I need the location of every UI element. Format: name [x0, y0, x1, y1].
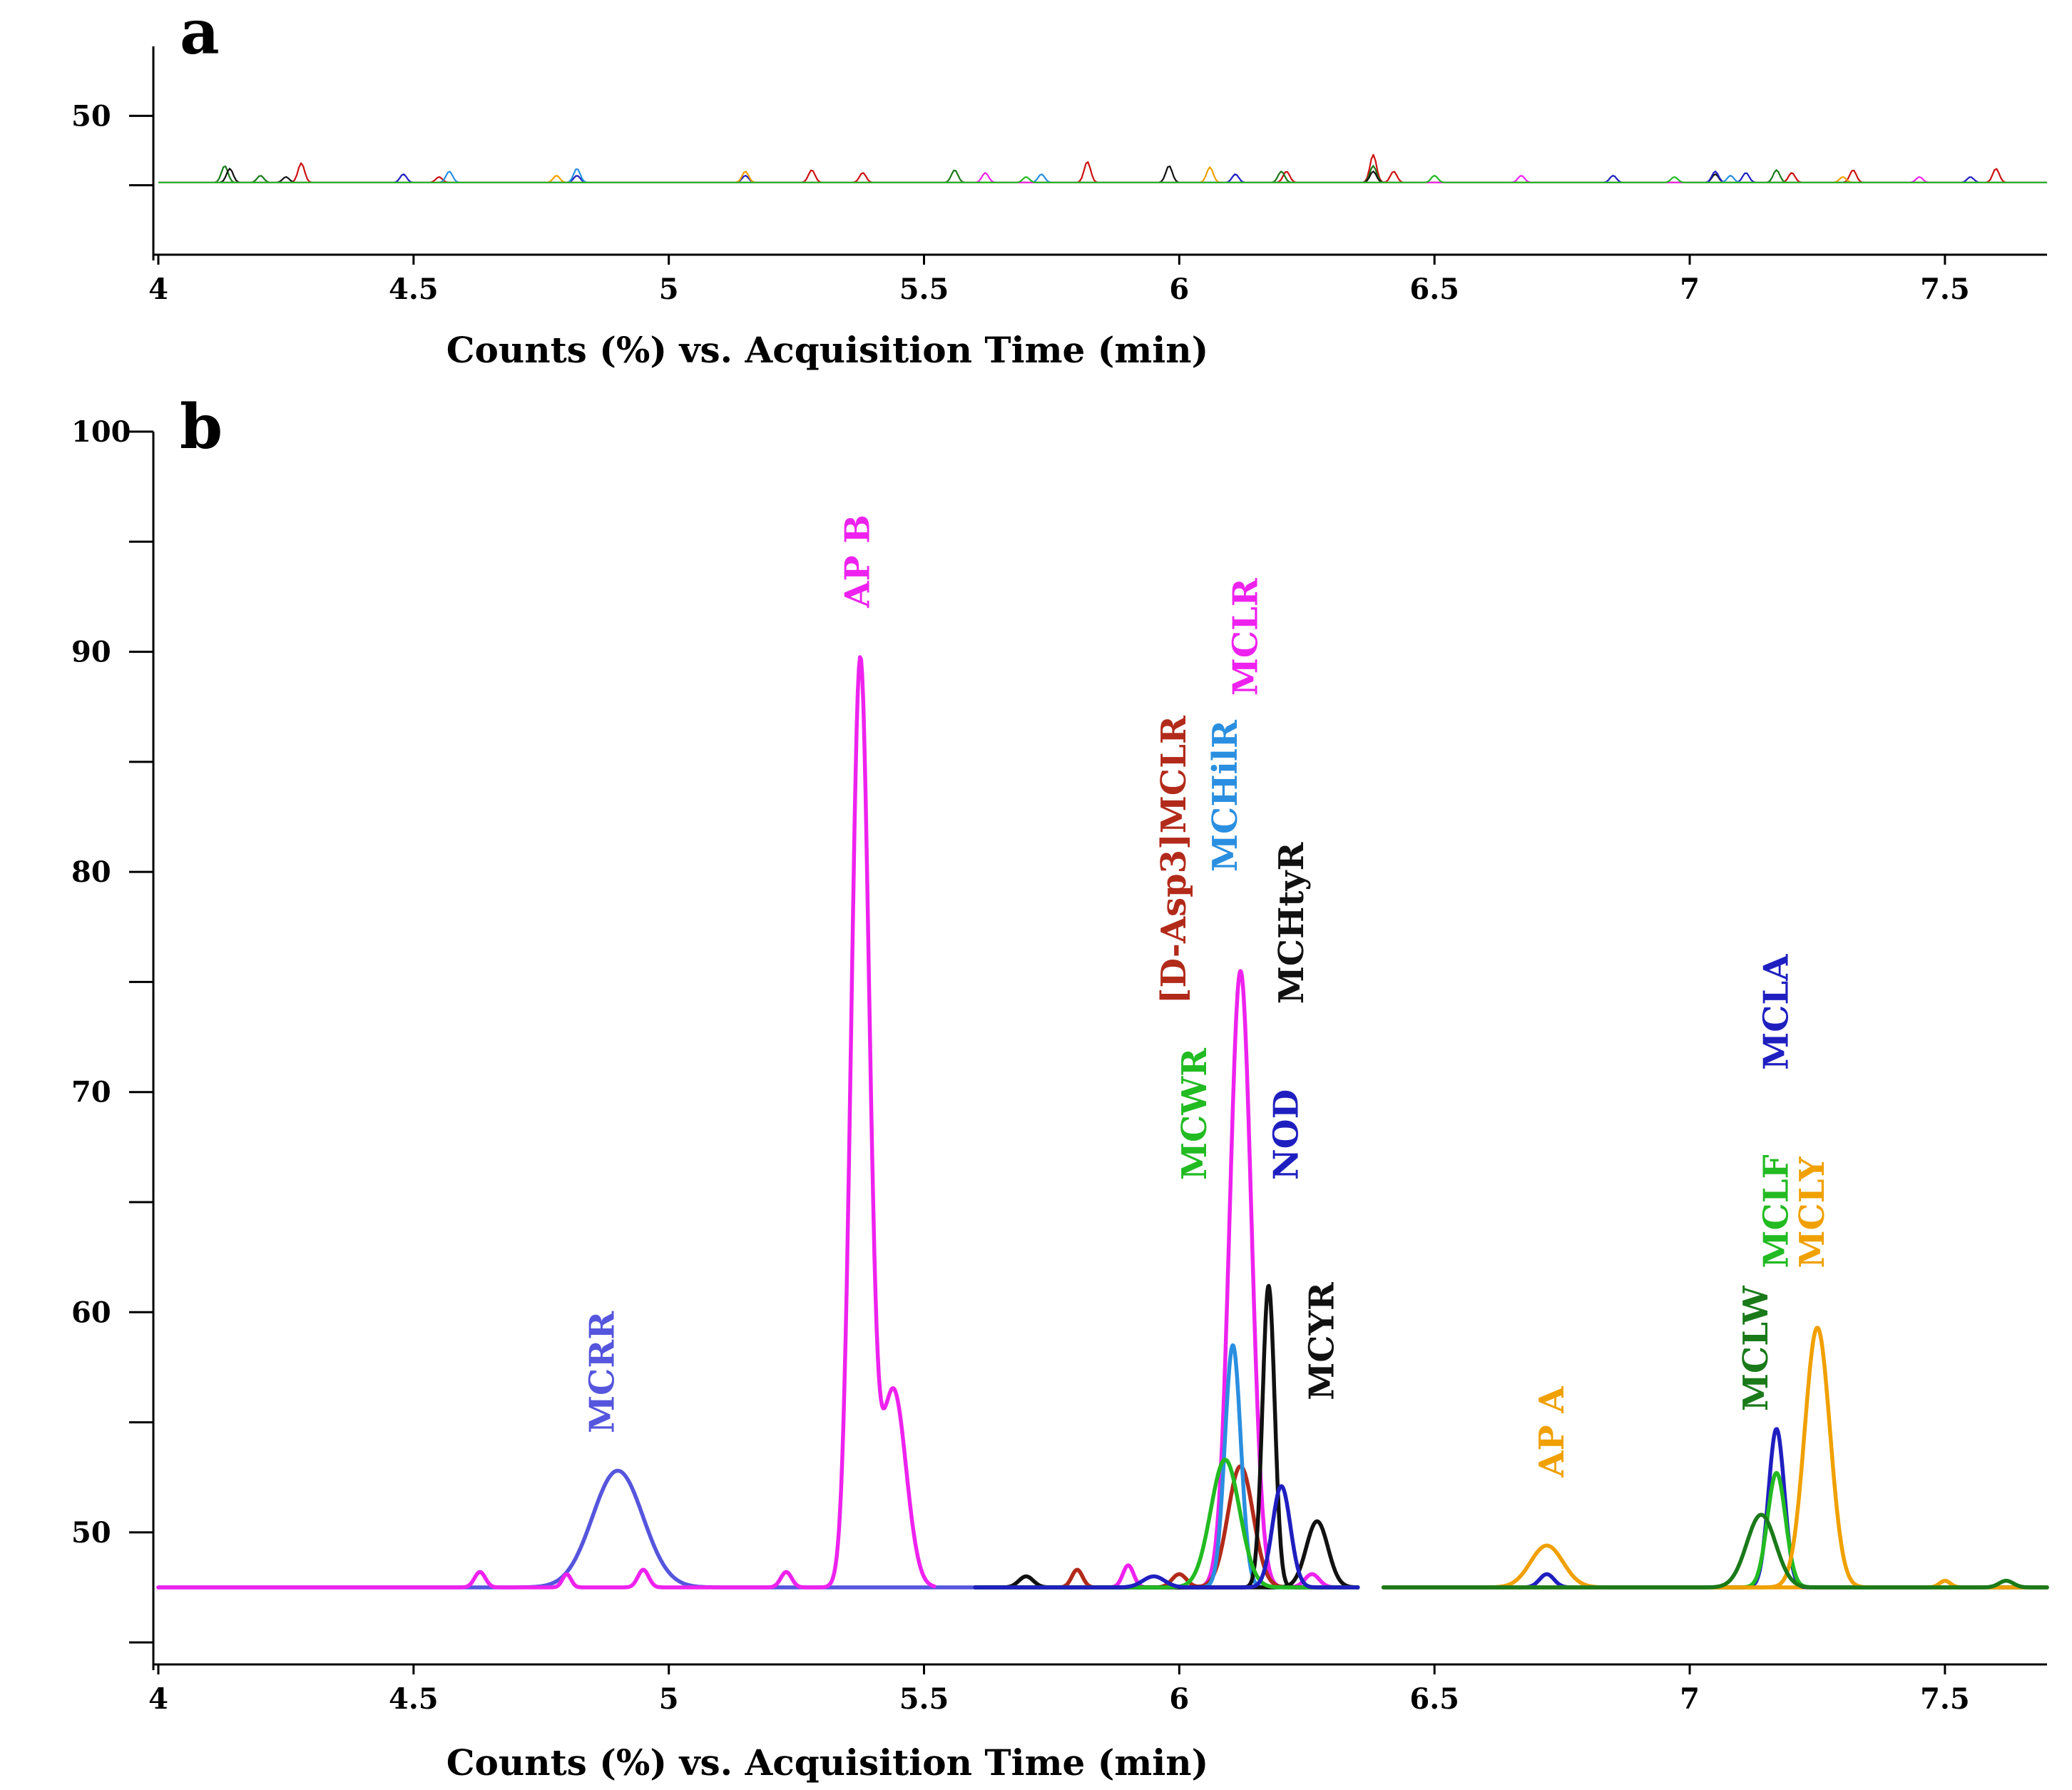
- panel-b-y-tick-label: 50: [71, 1516, 111, 1550]
- panel-a-trace-black: [158, 166, 2047, 183]
- panel-b-y-tick-label: 70: [71, 1076, 111, 1109]
- trace-nod: [973, 1484, 1360, 1590]
- trace-mcrr: [156, 1468, 988, 1590]
- panel-a-x-tick-label: 4: [148, 273, 168, 306]
- trace-mclf: [1381, 1470, 2049, 1590]
- panel-b-x-tick-label: 6: [1169, 1682, 1189, 1716]
- panel-a-x-tick-label: 5: [659, 273, 679, 306]
- peak-label-mchtyr: MCHtyR: [1272, 842, 1312, 1005]
- peak-label-mcrr: MCRR: [583, 1311, 623, 1433]
- panel-b-y-tick-label: 90: [71, 636, 111, 669]
- peak-label-d-asp3-mclr: [D-Asp3]MCLR: [1154, 715, 1194, 1004]
- panel-b-peak-labels: MCRR AP B MCLR [D-Asp3]MCLR MCHilR MCHtyR MCYR…: [583, 514, 1832, 1478]
- panel-b-y-tick-label: 80: [71, 855, 111, 889]
- panel-a-trace-green: [158, 175, 2047, 183]
- panel-b-x-tick-label: 6.5: [1409, 1682, 1459, 1716]
- panel-b-x-tick-label: 5: [659, 1682, 679, 1716]
- panel-a-x-axis-label: Counts (%) vs. Acquisition Time (min): [446, 329, 1209, 371]
- panel-a-noise-traces: [158, 153, 2047, 183]
- peak-label-ap-b: AP B: [838, 514, 878, 609]
- panel-a-trace-dark-green: [158, 165, 2047, 183]
- panel-a-x-tick-label: 4.5: [389, 273, 439, 306]
- panel-a-x-tick-label: 6.5: [1409, 273, 1459, 306]
- panel-b-axes: 4 4.5 5 5.5 6 6.5 7 7.5 50 60 70 80 90 100: [71, 415, 2047, 1716]
- trace-mclw: [1381, 1512, 2049, 1590]
- panel-b-y-tick-label: 100: [71, 415, 131, 449]
- panel-b-letter: b: [180, 391, 223, 463]
- peak-label-mcyr: MCYR: [1302, 1281, 1342, 1400]
- trace-mchilr: [973, 1343, 1360, 1590]
- panel-b-x-axis-label: Counts (%) vs. Acquisition Time (min): [446, 1741, 1209, 1784]
- panel-a-axes: 4 4.5 5 5.5 6 6.5 7 7.5 50: [71, 46, 2047, 306]
- peak-label-mcwr: MCWR: [1175, 1047, 1215, 1180]
- panel-a-x-tick-label: 6: [1169, 273, 1189, 306]
- trace-mchtyr: [973, 1283, 1360, 1590]
- panel-b-x-tick-label: 4: [148, 1682, 168, 1716]
- panel-b-x-tick-label: 5.5: [899, 1682, 949, 1716]
- peak-label-mcly: MCLY: [1792, 1156, 1832, 1268]
- peak-label-ap-a: AP A: [1532, 1386, 1572, 1478]
- panel-a-x-tick-label: 5.5: [899, 273, 949, 306]
- trace-mcly: [1381, 1326, 2049, 1590]
- trace-ap-b: [156, 655, 937, 1590]
- peak-label-mcla: MCLA: [1757, 954, 1797, 1070]
- panel-b-x-tick-label: 7.5: [1920, 1682, 1970, 1716]
- panel-a-x-tick-label: 7.5: [1920, 273, 1970, 306]
- peak-label-mclf: MCLF: [1757, 1154, 1797, 1268]
- panel-a-letter: a: [180, 0, 220, 68]
- peak-label-mclw: MCLW: [1736, 1285, 1776, 1411]
- panel-a: a 4 4.5 5 5.5 6 6.5 7 7.5 50 Counts (%) vs. Acqu…: [71, 0, 2047, 371]
- panel-b-x-tick-label: 7: [1680, 1682, 1700, 1716]
- panel-a-x-tick-label: 7: [1680, 273, 1700, 306]
- panel-a-y-tick-label: 50: [71, 99, 111, 133]
- trace-mcla: [1381, 1427, 2049, 1590]
- panel-a-trace-orange: [158, 166, 2047, 183]
- peak-label-mchilr: MCHilR: [1205, 719, 1245, 872]
- trace-ap-a: [1381, 1543, 2049, 1590]
- trace-mclr: [973, 969, 1360, 1590]
- peak-label-nod: NOD: [1267, 1089, 1307, 1180]
- panel-a-trace-sky-blue: [158, 168, 2047, 183]
- panel-b: b 4 4.5 5 5.5 6 6.5 7 7.5 50 60 70 80 90 100 MCRR AP B…: [71, 391, 2049, 1784]
- peak-label-mclr: MCLR: [1225, 577, 1265, 696]
- panel-b-y-tick-label: 60: [71, 1296, 111, 1329]
- panel-a-trace-red: [158, 153, 2047, 183]
- panel-b-traces: [156, 655, 2049, 1590]
- panel-b-x-tick-label: 4.5: [389, 1682, 439, 1716]
